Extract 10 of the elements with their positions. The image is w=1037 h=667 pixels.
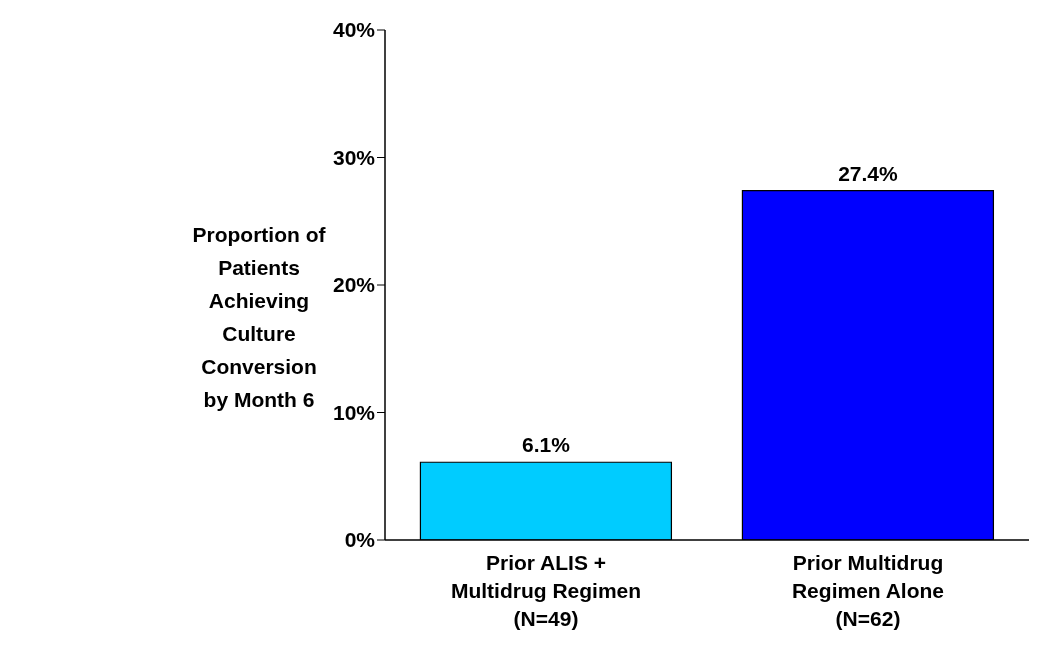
y-tick-label: 0%	[344, 528, 376, 552]
x-tick-label: Prior Multidrug Regimen Alone (N=62)	[791, 551, 945, 630]
data-label: 27.4%	[838, 161, 899, 185]
y-tick-label: 30%	[332, 145, 376, 169]
x-tick-label: Prior ALIS + Multidrug Regimen (N=49)	[450, 551, 642, 630]
data-label: 6.1%	[521, 433, 571, 457]
y-axis-title: Proportion of Patients Achieving Culture Conversion by Month 6	[191, 222, 327, 413]
y-tick-label: 20%	[332, 273, 376, 297]
y-tick-label: 40%	[332, 18, 376, 42]
y-tick-label: 10%	[332, 400, 376, 424]
